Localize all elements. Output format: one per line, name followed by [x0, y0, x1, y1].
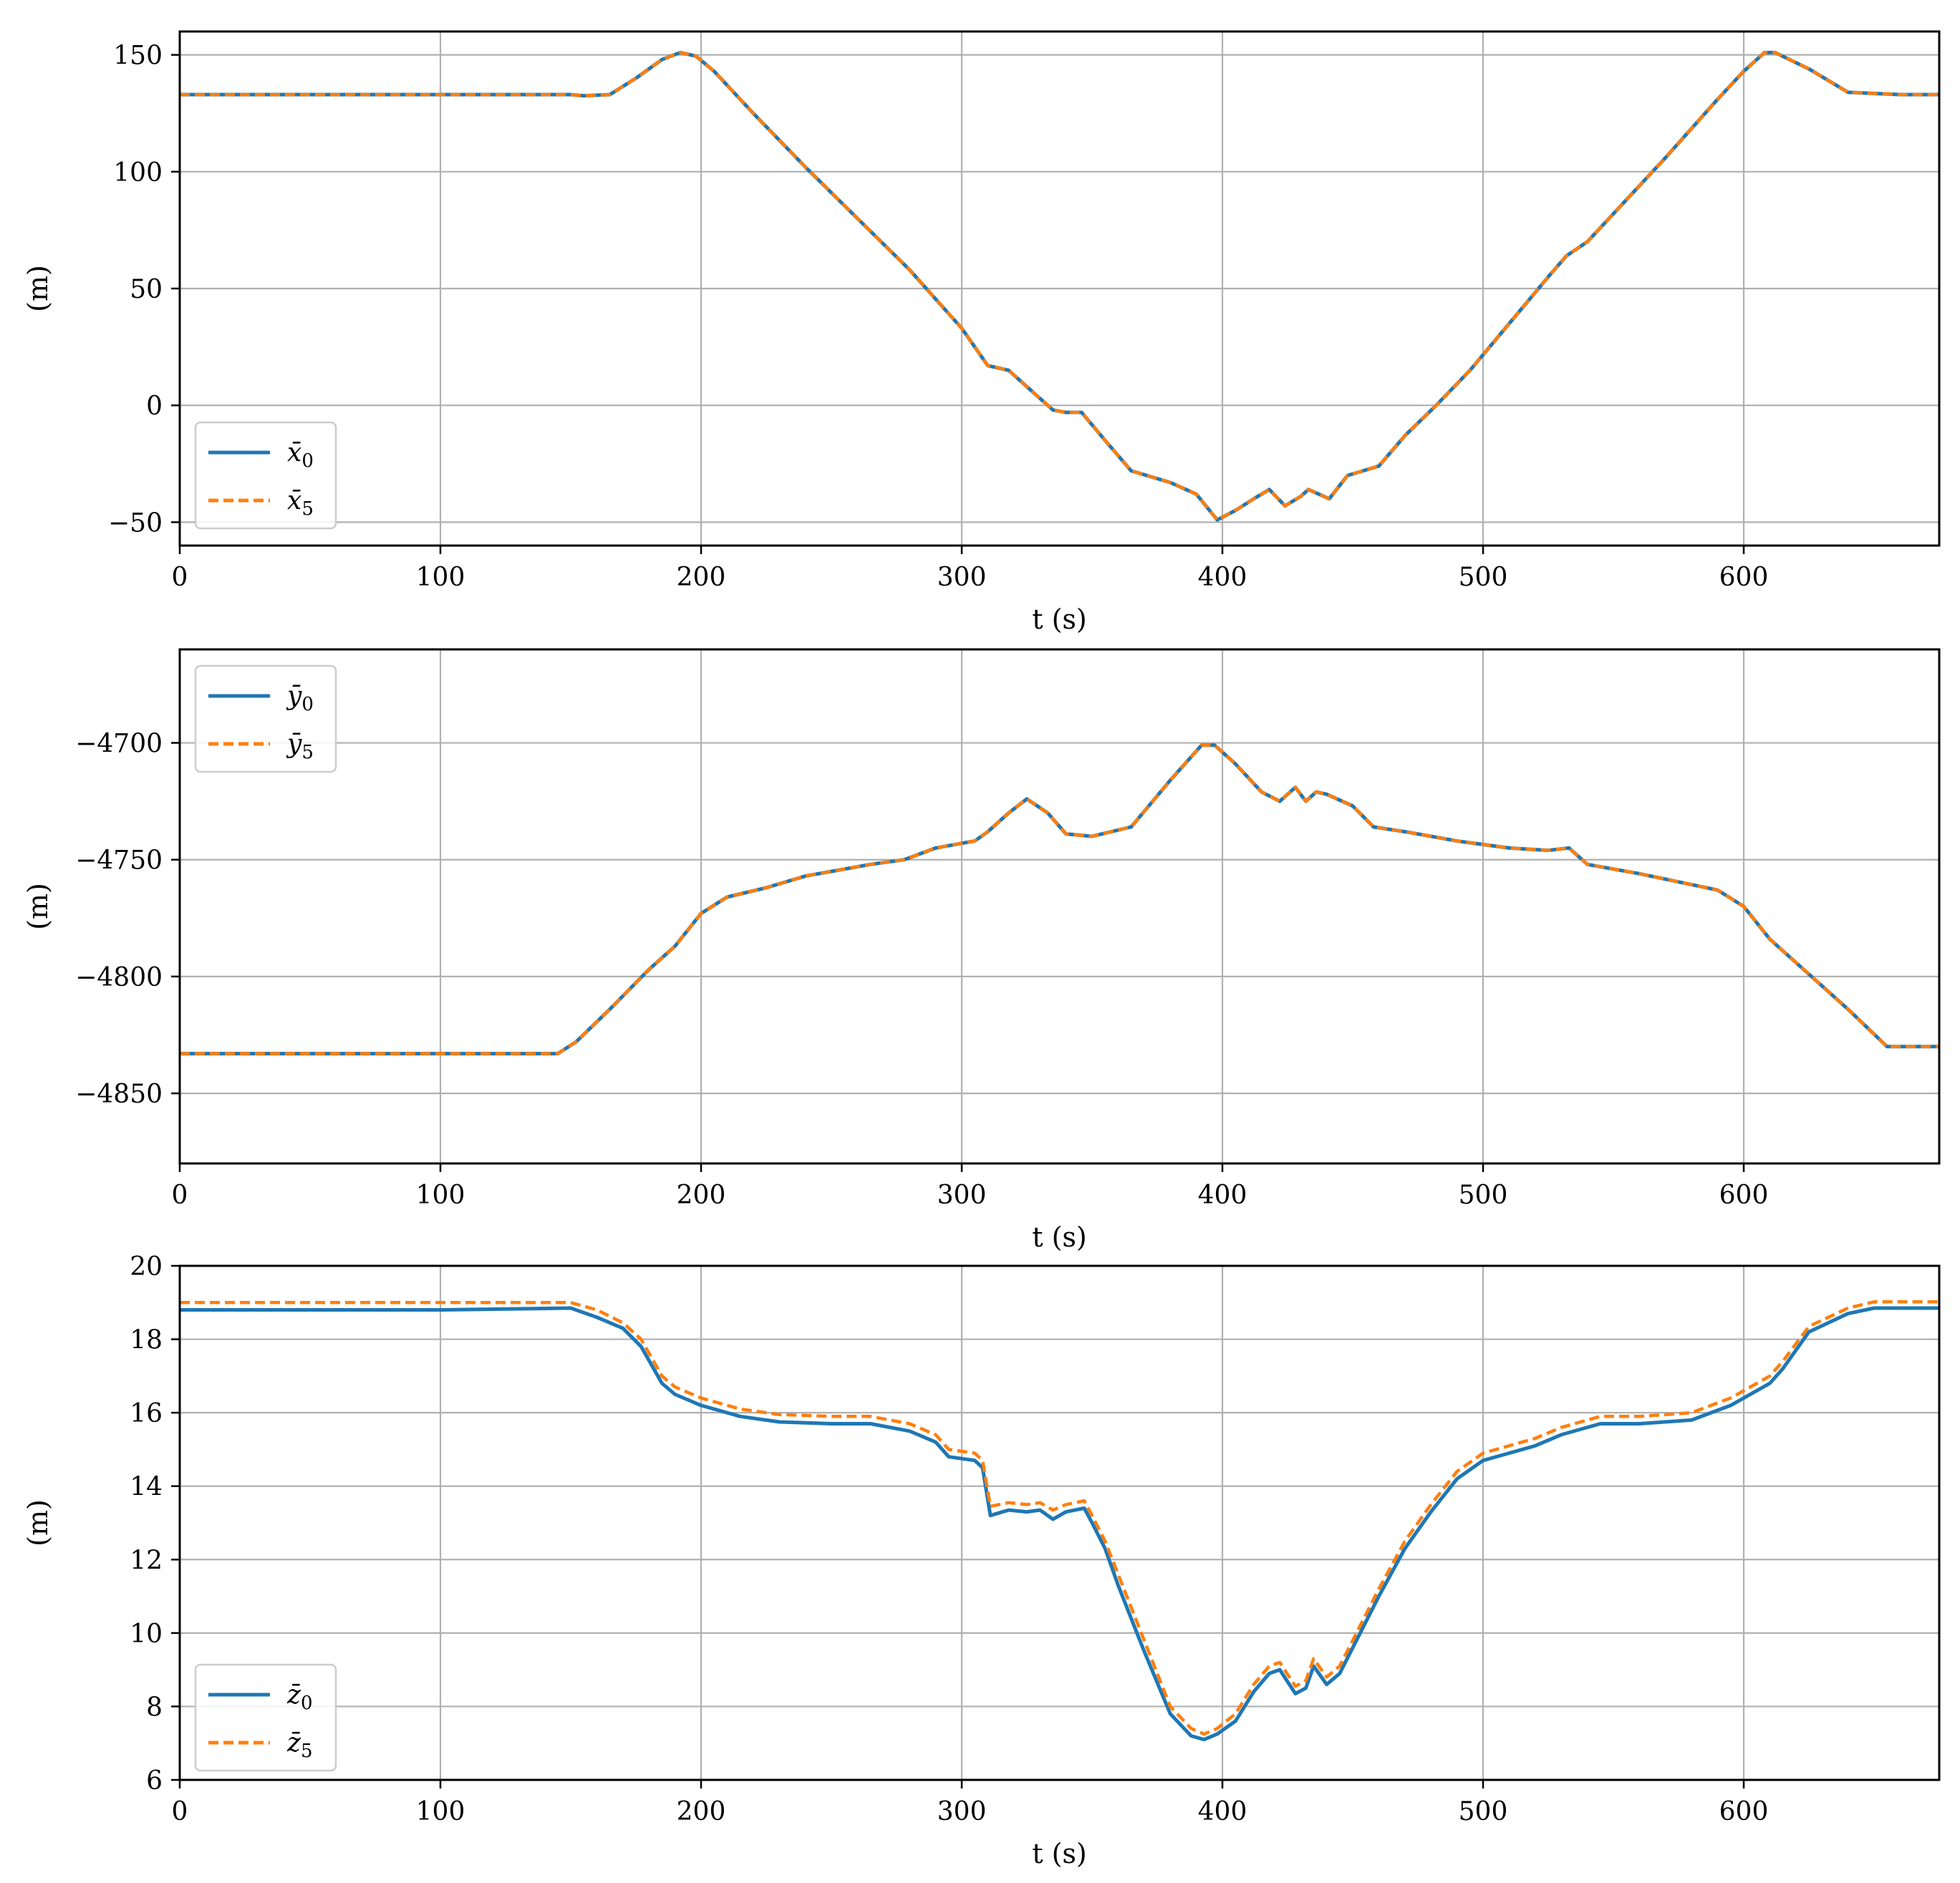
x-tick-label: 100	[416, 563, 465, 592]
y-tick-label: −4750	[75, 846, 163, 876]
y-tick-label: −4800	[75, 963, 163, 992]
x-tick-label: 400	[1198, 1797, 1247, 1826]
chart-panel-3: 0 100 200 300 400 500 600 6 8 10 12 14 16 18 20 t (s) (m…	[22, 1252, 1941, 1869]
series-line-x̄5	[180, 51, 1939, 522]
legend-label: z̄5	[286, 1728, 313, 1762]
x-tick-label: 500	[1459, 1181, 1508, 1210]
x-axis-label: t (s)	[1032, 1838, 1087, 1869]
x-tick-label: 400	[1198, 1181, 1247, 1210]
y-tick-label: 14	[130, 1473, 163, 1502]
series-line-z̄5	[180, 1300, 1939, 1736]
y-axis-label: (m)	[22, 265, 54, 312]
legend: z̄0z̄5	[194, 1663, 337, 1772]
y-tick-label: 50	[130, 275, 163, 304]
x-tick-label: 600	[1719, 1181, 1769, 1210]
x-tick-label: 500	[1459, 1797, 1508, 1826]
y-tick-label: 16	[130, 1399, 163, 1428]
legend-box	[194, 664, 337, 773]
legend-box	[194, 421, 337, 530]
x-tick-label: 300	[937, 1797, 987, 1826]
legend-label: x̄5	[287, 486, 314, 520]
y-tick-label: 100	[113, 158, 163, 188]
y-tick-label: 10	[130, 1620, 163, 1649]
x-tick-label: 200	[677, 1797, 726, 1826]
x-tick-label: 300	[937, 563, 987, 592]
axes-frame	[178, 1264, 1941, 1781]
y-tick-label: 20	[130, 1252, 163, 1282]
y-tick-label: 12	[130, 1546, 163, 1575]
x-tick-label: 0	[172, 563, 188, 592]
y-tick-label: −4700	[75, 730, 163, 759]
legend-box	[194, 1663, 337, 1772]
x-tick-label: 0	[172, 1181, 188, 1210]
x-tick-label: 300	[937, 1181, 987, 1210]
x-tick-label: 600	[1719, 1797, 1769, 1826]
y-tick-label: 0	[146, 392, 163, 421]
x-tick-label: 500	[1459, 563, 1508, 592]
x-tick-label: 200	[677, 563, 726, 592]
x-tick-label: 100	[416, 1797, 465, 1826]
y-tick-label: −4850	[75, 1080, 163, 1109]
x-tick-label: 200	[677, 1181, 726, 1210]
chart-panel-1: 0 100 200 300 400 500 600 −50 0 50 100 150 t (s) (m) x…	[22, 30, 1941, 635]
x-axis-label: t (s)	[1032, 1221, 1087, 1253]
legend: x̄0x̄5	[194, 421, 337, 530]
x-tick-label: 100	[416, 1181, 465, 1210]
chart-panel-2: 0 100 200 300 400 500 600 −4850 −4800 −4750 −4700 t…	[22, 648, 1941, 1253]
y-tick-label: 8	[146, 1693, 163, 1722]
series-line-z̄0	[180, 1306, 1939, 1742]
y-axis-label: (m)	[22, 883, 54, 930]
x-tick-label: 400	[1198, 563, 1247, 592]
y-tick-label: 150	[113, 42, 163, 71]
x-tick-label: 0	[172, 1797, 188, 1826]
series-line-ȳ5	[180, 743, 1939, 1055]
y-tick-label: 6	[146, 1766, 163, 1796]
x-tick-label: 600	[1719, 563, 1769, 592]
axes-frame	[178, 648, 1941, 1165]
x-axis-label: t (s)	[1032, 604, 1087, 635]
y-axis-label: (m)	[22, 1499, 54, 1546]
y-tick-label: −50	[108, 508, 163, 538]
y-tick-label: 18	[130, 1326, 163, 1355]
